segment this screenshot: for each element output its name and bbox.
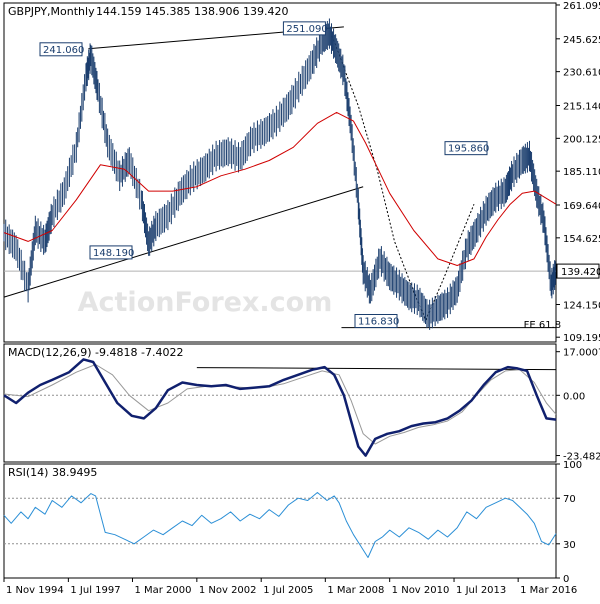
macd-title: MACD(12,26,9) -9.4818 -7.4022 — [8, 346, 183, 359]
macd-line — [3, 358, 557, 457]
price-annotation-box — [282, 21, 326, 36]
price-y-tick-label: 261.095 — [563, 1, 600, 12]
watermark-text: ActionForex.com — [78, 287, 333, 318]
macd-signal-line — [3, 364, 557, 445]
x-axis: 1 Nov 1994 1 Jul 1997 1 Mar 2000 1 Nov 2002… — [3, 578, 577, 596]
current-price-box — [556, 263, 600, 279]
x-tick-label: 1 Jul 2013 — [456, 585, 506, 596]
price-annotation-label: 116.830 — [358, 317, 399, 328]
x-tick-label: 1 Nov 1994 — [6, 585, 64, 596]
price-annotation-box — [39, 42, 83, 57]
price-annotation-label: 195.860 — [448, 144, 489, 155]
rsi-y-tick-label: 70 — [563, 494, 576, 505]
rsi-title: RSI(14) 38.9495 — [8, 466, 97, 479]
rsi-y-tick-label: 0 — [563, 574, 569, 585]
trendline — [3, 186, 364, 298]
moving-average-line — [3, 111, 557, 266]
rsi-panel-frame — [3, 463, 557, 579]
price-annotation-label: 251.090 — [286, 24, 327, 35]
rsi-y-tick-label: 30 — [563, 540, 576, 551]
price-panel-frame — [3, 2, 557, 343]
price-y-tick-label: 215.140 — [563, 101, 600, 112]
x-tick-label: 1 Mar 2016 — [520, 585, 577, 596]
price-y-tick-label: 185.110 — [563, 167, 600, 178]
price-y-tick-label: 230.610 — [563, 68, 600, 79]
macd-panel-frame — [3, 343, 557, 463]
projection-dotted-line — [331, 35, 475, 321]
rsi-y-tick-label: 100 — [563, 460, 582, 471]
price-annotation-label: 148.190 — [93, 248, 134, 259]
price-panel: ActionForex.com 241.060 251.090 148.190 116… — [3, 1, 600, 344]
macd-panel: MACD(12,26,9) -9.4818 -7.4022 17.0007 0.0… — [3, 343, 600, 463]
x-tick-label: 1 Jul 1997 — [70, 585, 120, 596]
price-annotation-box — [354, 314, 398, 329]
price-y-tick-label: 169.640 — [563, 201, 600, 212]
ohlc-readout: 144.159 145.385 138.906 139.420 — [96, 5, 288, 18]
macd-y-tick-label: -23.4823 — [563, 452, 600, 463]
x-tick-label: 1 Mar 2008 — [327, 585, 384, 596]
x-tick-label: 1 Nov 2010 — [392, 585, 450, 596]
price-annotation-box — [89, 245, 133, 260]
macd-y-tick-label: 17.0007 — [563, 348, 600, 359]
price-bars — [3, 18, 556, 330]
price-y-tick-label: 109.195 — [563, 333, 600, 344]
price-annotation-box — [444, 141, 488, 156]
macd-y-tick-label: 0.00 — [563, 391, 585, 402]
x-tick-label: 1 Nov 2002 — [199, 585, 257, 596]
rsi-panel: RSI(14) 38.9495 100 70 30 0 — [3, 460, 582, 585]
x-tick-label: 1 Mar 2000 — [134, 585, 191, 596]
fe-label: FE 61.8 — [524, 320, 562, 331]
price-annotation-label: 241.060 — [43, 45, 84, 56]
price-y-tick-label: 154.625 — [563, 234, 600, 245]
price-y-tick-label: 124.150 — [563, 300, 600, 311]
macd-resistance-line — [196, 367, 557, 371]
price-y-tick-label: 245.625 — [563, 35, 600, 46]
price-y-tick-label: 200.125 — [563, 134, 600, 145]
rsi-line — [3, 492, 557, 558]
chart-title: GBPJPY,Monthly — [8, 5, 95, 18]
x-tick-label: 1 Jul 2005 — [263, 585, 313, 596]
current-price-label: 139.420 — [561, 267, 600, 278]
